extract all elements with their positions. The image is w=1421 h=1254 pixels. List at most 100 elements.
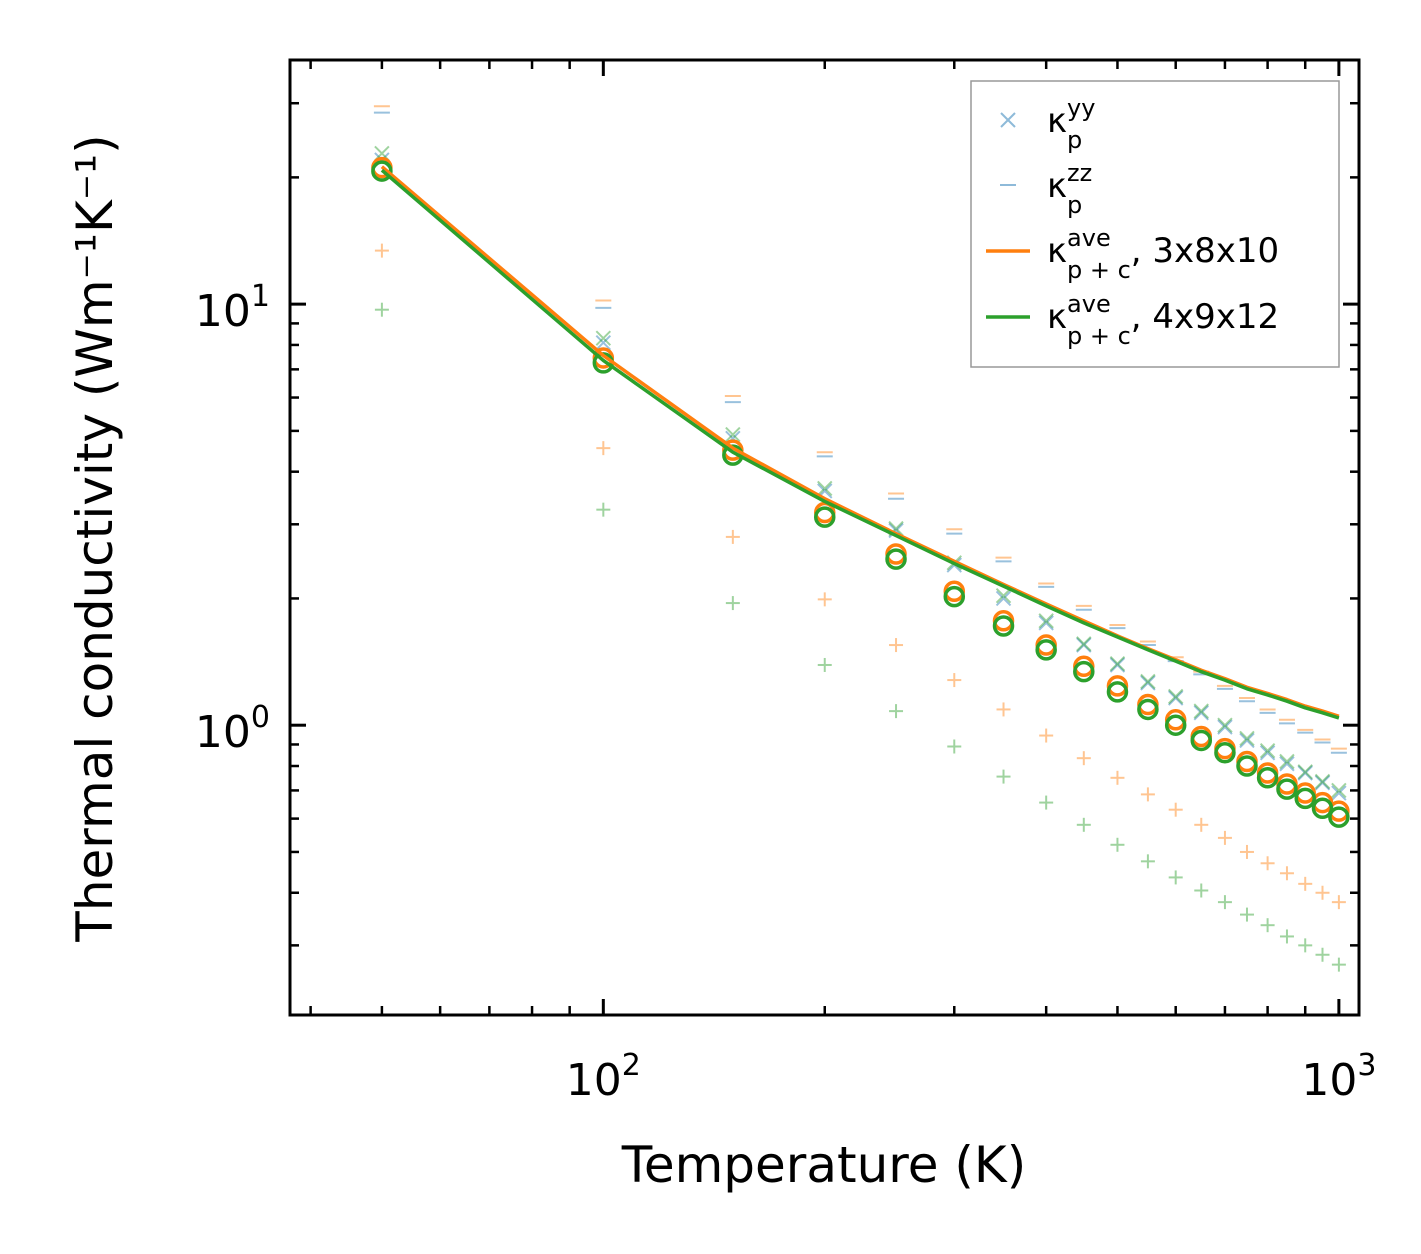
legend-suffix: , 3x8x10 [1131,231,1279,271]
legend-symbol: κ [1047,297,1067,337]
cross-stroke [1217,717,1233,733]
cross-stroke [595,334,612,351]
data-point [943,585,966,608]
data-point [1193,703,1209,719]
data-point [595,330,612,346]
data-point [1311,797,1334,819]
data-point [1039,795,1054,810]
legend-symbol: κ [1047,101,1067,141]
cross-stroke [995,590,1012,607]
cross-stroke [1217,719,1233,735]
legend-subscript: p + c [1067,322,1131,350]
cross-stroke [1239,732,1255,749]
data-point [1076,817,1091,832]
cross-stroke [1314,773,1331,790]
legend-entry: κave p + c, 4x9x12 [986,290,1279,350]
data-point [1239,844,1254,859]
data-point [1167,690,1184,706]
data-point [1239,732,1255,749]
data-point [992,615,1015,637]
data-point [1035,639,1057,661]
cross-stroke [1314,775,1331,791]
legend-entry: κyy p [1000,94,1095,154]
cross-stroke [1279,756,1295,772]
cross-stroke [995,588,1012,604]
x-tick-label: 103 [1301,1048,1376,1106]
cross-stroke [1140,675,1156,691]
tick-base: 10 [195,707,251,758]
tick-exponent: 3 [1357,1048,1376,1083]
cross-stroke [1239,730,1255,747]
legend-superscript: zz [1067,159,1092,187]
data-point [1110,837,1125,852]
data-point [1259,742,1276,759]
cross-stroke [1038,613,1054,629]
data-point [1315,885,1330,900]
data-point [1214,742,1236,764]
cross-stroke [725,426,741,443]
data-point [1279,756,1295,772]
data-point [1194,817,1209,832]
cross-stroke [1076,637,1092,653]
data-point [947,739,962,754]
data-point [885,548,907,570]
data-point [1239,730,1255,747]
data-point [889,704,904,719]
data-point [1076,751,1091,766]
cross-stroke [1193,703,1209,719]
cross-stroke [1314,773,1331,790]
plot-frame [288,58,1361,1017]
legend-symbol: κ [1047,231,1067,271]
data-point [1140,854,1155,869]
cross-stroke [1167,688,1184,705]
cross-stroke [1239,732,1255,749]
cross-stroke [1038,613,1054,629]
data-point [1331,895,1346,910]
cross-stroke [595,334,612,351]
data-point [1298,938,1313,953]
legend-label: κyy p [1047,94,1095,154]
cross-stroke [1167,690,1184,706]
data-point [725,529,740,544]
legend-entry: κzz p [1000,159,1092,219]
data-point [374,243,389,258]
data-point [1331,957,1346,972]
data-point [1297,764,1313,780]
data-point [1039,728,1054,743]
data-point [1038,615,1054,631]
data-point [1164,714,1187,736]
cross-stroke [1109,655,1126,672]
data-point [1109,655,1126,672]
data-point [725,426,741,443]
cross-stroke [1297,764,1313,780]
cross-stroke [1259,745,1276,761]
data-point [813,506,836,528]
data-point [1256,767,1279,789]
data-point [1073,660,1095,683]
cross-stroke [1331,785,1347,801]
data-point [725,596,740,611]
legend-box [970,80,1340,368]
data-point [1106,675,1129,697]
cross-stroke [1259,745,1276,761]
legend-label: κzz p [1047,159,1092,219]
cross-stroke [817,480,833,497]
legend-superscript: ave [1067,290,1111,318]
cross-stroke [995,590,1012,607]
cross-stroke [1038,615,1054,631]
cross-stroke [1297,764,1313,780]
tick-exponent: 0 [251,700,270,735]
cross-stroke [1140,673,1156,690]
y-axis-title: Thermal conductivity (Wm⁻¹K⁻¹) [66,134,124,942]
cross-stroke [595,330,612,346]
legend-marker-swatch [1000,112,1016,128]
cross-stroke [1331,785,1347,801]
cross-stroke [1076,637,1092,653]
cross-stroke [1331,782,1347,799]
cross-stroke [725,426,741,443]
cross-stroke [888,520,904,537]
cross-stroke [1167,688,1184,705]
data-point [371,160,393,182]
data-point [1140,673,1156,690]
